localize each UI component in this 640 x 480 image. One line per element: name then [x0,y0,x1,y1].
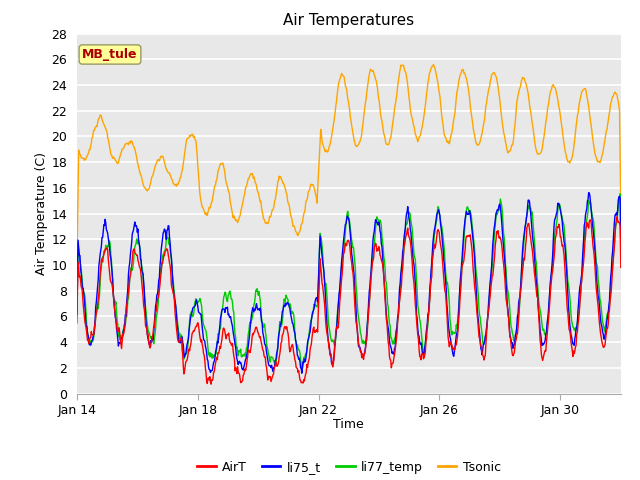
Title: Air Temperatures: Air Temperatures [284,13,414,28]
Text: MB_tule: MB_tule [82,48,138,61]
Legend: AirT, li75_t, li77_temp, Tsonic: AirT, li75_t, li77_temp, Tsonic [192,456,506,479]
Y-axis label: Air Temperature (C): Air Temperature (C) [35,152,49,275]
X-axis label: Time: Time [333,419,364,432]
